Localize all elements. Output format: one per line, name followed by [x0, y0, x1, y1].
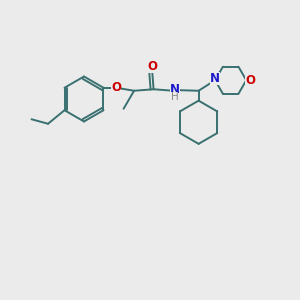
Text: O: O	[147, 60, 157, 73]
Text: O: O	[111, 81, 121, 94]
Text: H: H	[171, 92, 178, 102]
Text: N: N	[210, 72, 220, 85]
Text: O: O	[245, 74, 255, 87]
Text: N: N	[169, 83, 180, 96]
